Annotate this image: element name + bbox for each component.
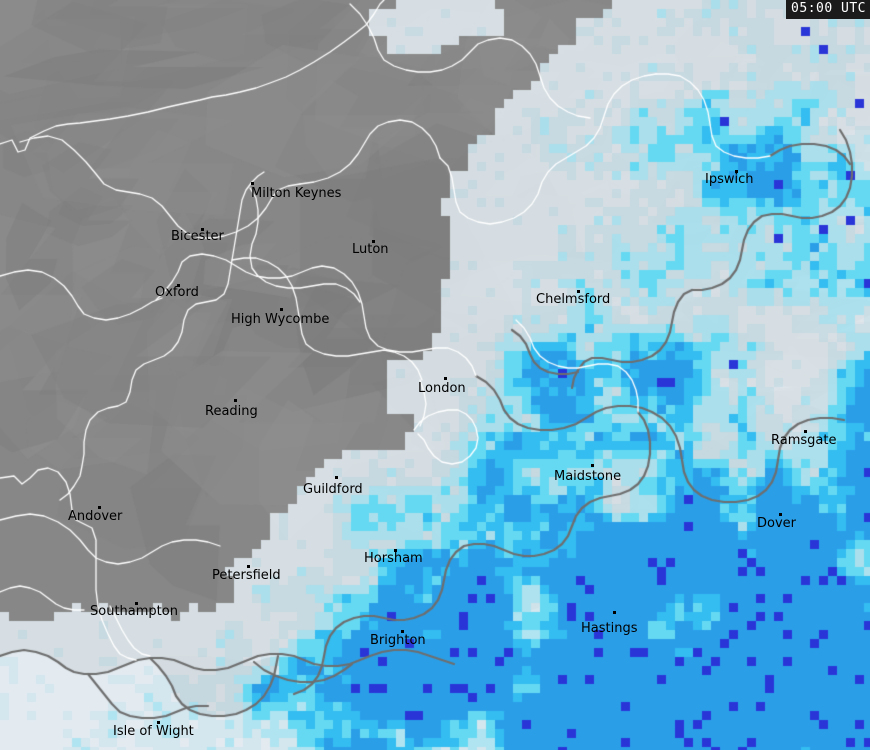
city-dot-icon xyxy=(779,513,782,516)
city-dot-icon xyxy=(234,399,237,402)
city-label: Andover xyxy=(68,509,123,524)
city-dot-icon xyxy=(372,240,375,243)
city-label: Guildford xyxy=(303,482,363,497)
timestamp-label: 05:00 UTC xyxy=(786,0,870,19)
city-dot-icon xyxy=(613,611,616,614)
city-dot-icon xyxy=(177,284,180,287)
city-dot-icon xyxy=(247,565,250,568)
city-label: London xyxy=(418,381,466,396)
city-label: Southampton xyxy=(90,604,178,619)
city-label: Ipswich xyxy=(705,172,754,187)
city-label: Hastings xyxy=(581,621,638,636)
city-label: Horsham xyxy=(364,551,423,566)
city-dot-icon xyxy=(157,721,160,724)
city-dot-icon xyxy=(401,630,404,633)
city-dot-icon xyxy=(591,464,594,467)
city-dot-icon xyxy=(804,430,807,433)
city-label: Maidstone xyxy=(554,469,622,484)
city-dot-icon xyxy=(394,549,397,552)
city-label: Ramsgate xyxy=(771,433,837,448)
city-label: Luton xyxy=(352,242,389,257)
city-label: Brighton xyxy=(370,633,426,648)
city-dot-icon xyxy=(201,228,204,231)
city-label: High Wycombe xyxy=(231,312,330,327)
city-label: Bicester xyxy=(171,229,224,244)
city-label: Isle of Wight xyxy=(113,724,194,739)
city-dot-icon xyxy=(98,506,101,509)
city-label: Milton Keynes xyxy=(251,186,342,201)
city-label: Dover xyxy=(757,516,796,531)
city-label: Reading xyxy=(205,404,258,419)
city-label: Chelmsford xyxy=(536,292,611,307)
city-dot-icon xyxy=(251,182,254,185)
city-label: Petersfield xyxy=(212,568,281,583)
city-dot-icon xyxy=(335,476,338,479)
city-dot-icon xyxy=(135,602,138,605)
city-dot-icon xyxy=(280,308,283,311)
city-label: Oxford xyxy=(155,285,199,300)
city-dot-icon xyxy=(735,170,738,173)
city-dot-icon xyxy=(444,377,447,380)
city-dot-icon xyxy=(577,290,580,293)
